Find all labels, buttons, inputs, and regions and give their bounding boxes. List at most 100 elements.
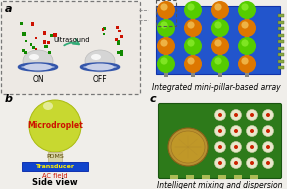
Ellipse shape: [238, 19, 256, 37]
Bar: [278, 33, 284, 36]
Text: OFF: OFF: [93, 75, 107, 84]
Text: b: b: [5, 94, 13, 104]
Bar: [103, 27, 106, 30]
Text: AC field: AC field: [42, 173, 68, 179]
Ellipse shape: [230, 109, 241, 121]
Ellipse shape: [218, 161, 222, 165]
Text: a: a: [5, 4, 13, 14]
Bar: [102, 28, 104, 31]
Ellipse shape: [214, 109, 226, 121]
Ellipse shape: [91, 54, 101, 60]
Ellipse shape: [23, 50, 53, 72]
Bar: [218, 36, 222, 41]
Ellipse shape: [247, 142, 257, 153]
Ellipse shape: [214, 142, 226, 153]
Bar: [121, 53, 123, 56]
Ellipse shape: [168, 128, 208, 166]
Ellipse shape: [250, 113, 254, 117]
Bar: [43, 40, 46, 44]
Bar: [278, 20, 284, 23]
Text: c: c: [150, 94, 157, 104]
Ellipse shape: [211, 19, 229, 37]
Bar: [191, 72, 195, 77]
Bar: [22, 162, 88, 171]
Bar: [218, 54, 222, 59]
Text: Side view: Side view: [32, 178, 78, 187]
Bar: [191, 18, 195, 23]
Ellipse shape: [214, 21, 222, 29]
Ellipse shape: [238, 55, 256, 73]
Bar: [278, 14, 284, 17]
Ellipse shape: [241, 3, 249, 11]
Bar: [164, 36, 168, 41]
Polygon shape: [156, 6, 280, 74]
Bar: [25, 40, 27, 42]
Bar: [234, 175, 242, 179]
Bar: [103, 33, 105, 35]
Bar: [35, 37, 37, 39]
Ellipse shape: [211, 37, 229, 55]
Ellipse shape: [218, 113, 222, 117]
FancyBboxPatch shape: [158, 104, 282, 178]
Ellipse shape: [247, 125, 257, 136]
Ellipse shape: [263, 157, 274, 169]
Ellipse shape: [250, 145, 254, 149]
Ellipse shape: [160, 39, 168, 47]
Ellipse shape: [234, 129, 238, 133]
Text: Integrated mini-pillar-based array: Integrated mini-pillar-based array: [152, 83, 280, 91]
Text: Ultrasound: Ultrasound: [54, 37, 90, 43]
Ellipse shape: [187, 3, 195, 11]
Ellipse shape: [230, 157, 241, 169]
Ellipse shape: [234, 145, 238, 149]
Ellipse shape: [230, 125, 241, 136]
Bar: [120, 50, 123, 53]
Ellipse shape: [266, 129, 270, 133]
Ellipse shape: [184, 1, 202, 19]
Ellipse shape: [238, 1, 256, 19]
Bar: [117, 43, 120, 45]
Bar: [278, 46, 284, 50]
Ellipse shape: [184, 19, 202, 37]
Ellipse shape: [214, 157, 226, 169]
Bar: [278, 66, 284, 69]
Ellipse shape: [247, 109, 257, 121]
Ellipse shape: [81, 64, 119, 70]
Bar: [164, 18, 168, 23]
FancyBboxPatch shape: [1, 2, 141, 94]
Bar: [218, 72, 222, 77]
Text: Transducer: Transducer: [36, 164, 75, 169]
Bar: [43, 40, 46, 42]
Ellipse shape: [157, 37, 175, 55]
Ellipse shape: [187, 57, 195, 65]
Bar: [117, 51, 120, 54]
Ellipse shape: [218, 145, 222, 149]
Ellipse shape: [214, 3, 222, 11]
Ellipse shape: [214, 125, 226, 136]
Ellipse shape: [86, 64, 114, 70]
Bar: [32, 46, 35, 49]
Bar: [116, 26, 119, 29]
Bar: [250, 175, 258, 179]
Bar: [202, 175, 210, 179]
Bar: [245, 36, 249, 41]
Ellipse shape: [157, 55, 175, 73]
Ellipse shape: [19, 64, 57, 70]
Bar: [218, 18, 222, 23]
Ellipse shape: [211, 55, 229, 73]
Ellipse shape: [266, 161, 270, 165]
Ellipse shape: [263, 142, 274, 153]
Ellipse shape: [43, 102, 53, 110]
Ellipse shape: [263, 109, 274, 121]
Ellipse shape: [241, 39, 249, 47]
Bar: [24, 51, 27, 54]
Bar: [245, 18, 249, 23]
Ellipse shape: [184, 37, 202, 55]
Ellipse shape: [234, 113, 238, 117]
Text: Intelligent mixing and dispersion: Intelligent mixing and dispersion: [157, 181, 283, 189]
Bar: [245, 72, 249, 77]
Bar: [22, 32, 26, 36]
Bar: [117, 40, 120, 42]
Ellipse shape: [160, 3, 168, 11]
Ellipse shape: [214, 57, 222, 65]
Ellipse shape: [24, 64, 52, 70]
